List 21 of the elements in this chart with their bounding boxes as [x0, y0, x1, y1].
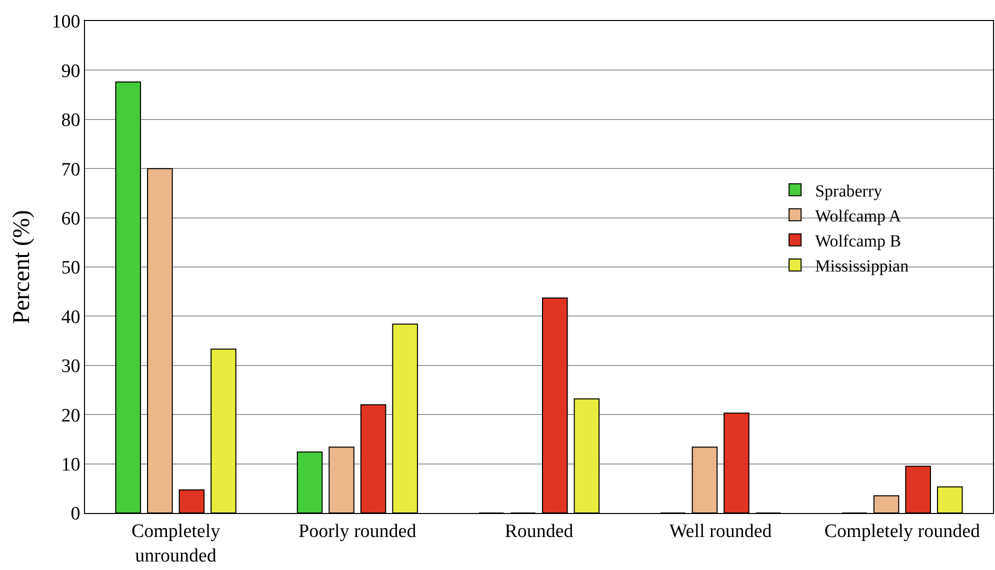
legend-label: Mississippian [815, 256, 910, 276]
y-tick-label: 80 [61, 110, 80, 132]
y-tick-label: 60 [61, 208, 80, 230]
y-axis-title: Percent (%) [8, 210, 35, 324]
y-tick-label: 100 [52, 12, 80, 33]
y-tick-label: 90 [61, 60, 80, 82]
legend-label: Spraberry [815, 181, 883, 200]
x-tick-label: Poorly rounded [298, 520, 417, 542]
legend-label: Wolfcamp A [815, 206, 902, 226]
x-tick-label: Completely unrounded [131, 520, 221, 566]
y-tick-label: 10 [61, 454, 80, 476]
legend-label: Wolfcamp B [815, 232, 902, 251]
x-tick-label: Completely rounded [824, 520, 981, 542]
x-tick-label: Well rounded [669, 520, 772, 542]
y-tick-label: 40 [61, 306, 80, 328]
y-tick-label: 70 [61, 159, 80, 180]
y-tick-label: 20 [61, 405, 80, 426]
y-tick-label: 30 [61, 356, 80, 378]
y-tick-label: 0 [70, 504, 80, 525]
y-tick-label: 50 [61, 258, 80, 279]
x-tick-label: Rounded [504, 520, 574, 542]
